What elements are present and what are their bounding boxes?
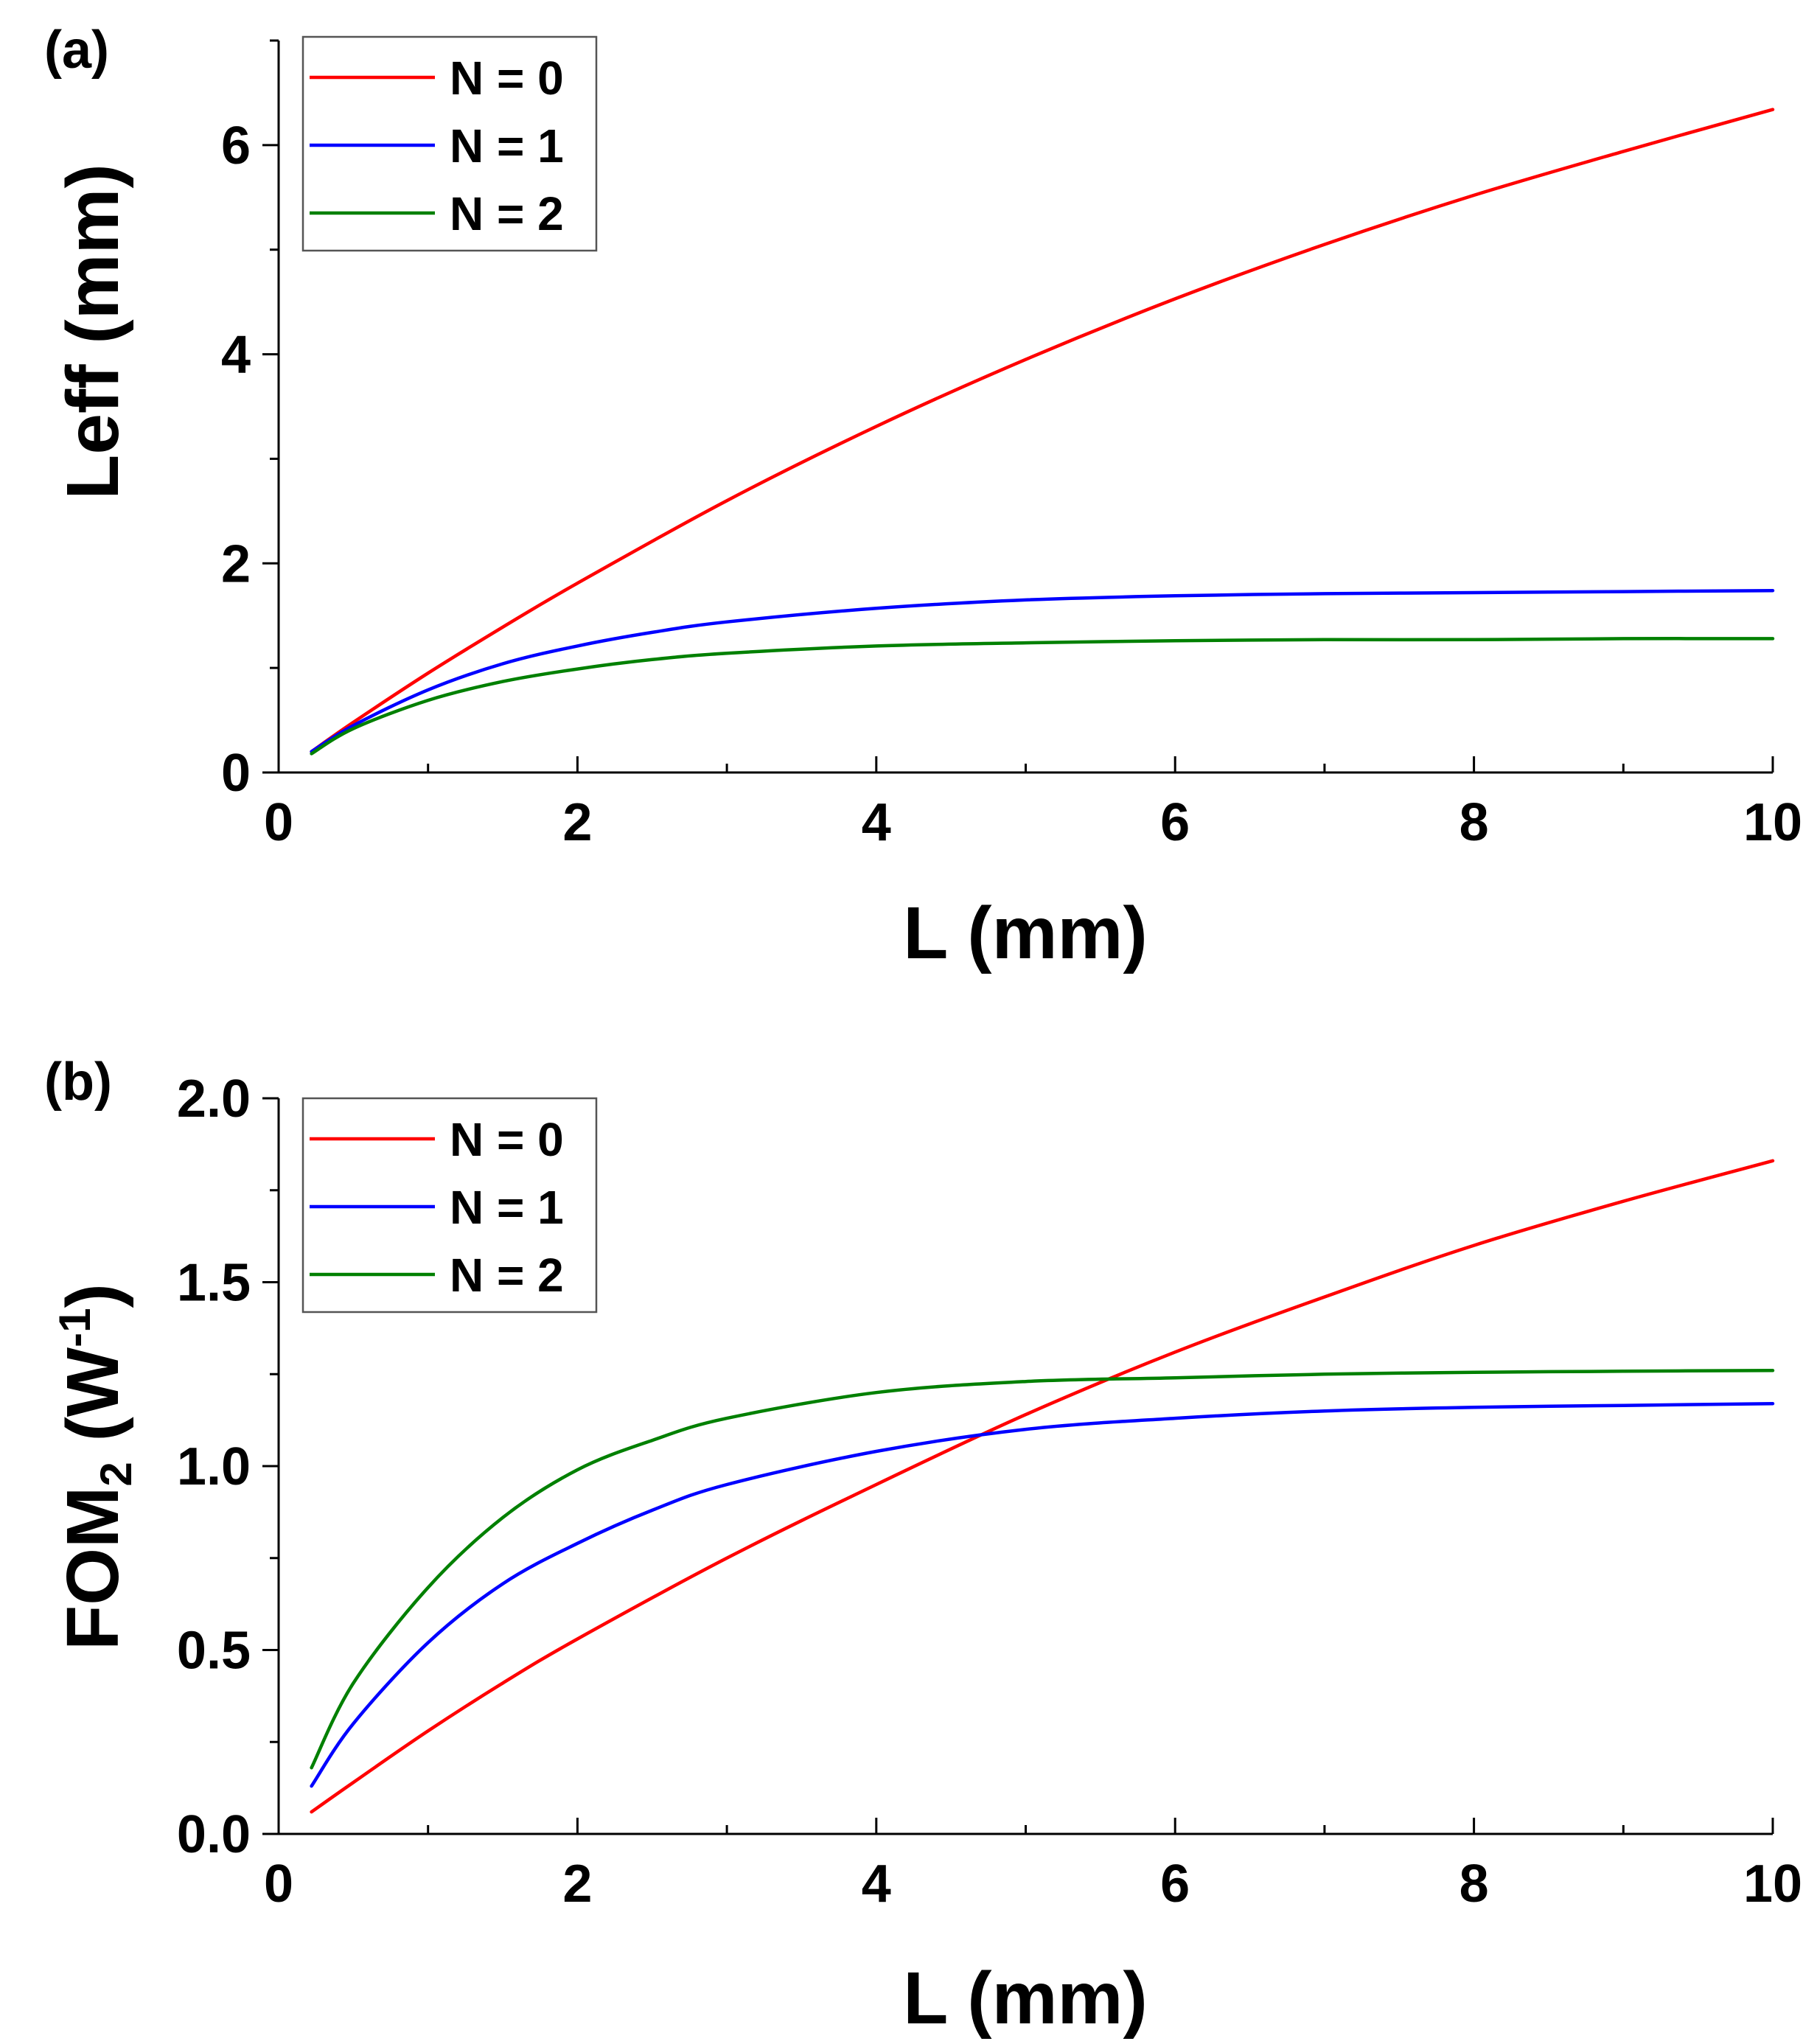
panel-a-x-tick-label: 2 — [562, 793, 592, 852]
panel-b-y-tick-label: 0.0 — [177, 1805, 251, 1864]
panel-b-y-title-sub: 2 — [91, 1462, 141, 1486]
panel-a-y-ticks: 0 2 4 6 — [221, 39, 279, 803]
panel-b-legend-label-n2: N = 2 — [450, 1249, 564, 1302]
panel-b-x-axis-title: L (mm) — [903, 1957, 1148, 2040]
panel-a-legend-label-n1: N = 1 — [450, 119, 564, 172]
panel-b-series-line-n1 — [310, 1401, 1775, 1788]
panel-a-series-line-n0 — [310, 108, 1775, 753]
panel-a-x-tick-label: 6 — [1160, 793, 1190, 852]
panel-b-y-ticks: 0.0 0.5 1.0 1.5 2.0 — [177, 1070, 279, 1864]
panel-b-series — [310, 1159, 1775, 1814]
panel-a-legend-label-n0: N = 0 — [450, 52, 564, 105]
panel-b-x-tick-label: 6 — [1160, 1855, 1190, 1914]
panel-a-legend-label-n2: N = 2 — [450, 187, 564, 240]
panel-a-x-ticks: 0 2 4 6 8 10 — [264, 756, 1802, 852]
panel-a-label: (a) — [44, 21, 109, 80]
panel-a-y-tick-label: 0 — [221, 744, 251, 803]
panel-b-y-tick-label: 2.0 — [177, 1070, 251, 1129]
panel-a-series-line-n1 — [310, 588, 1775, 753]
panel-b-series-line-n2 — [310, 1369, 1775, 1770]
panel-b-x-tick-label: 10 — [1743, 1855, 1802, 1914]
panel-a-x-axis-title: L (mm) — [903, 892, 1148, 974]
panel-a-x-tick-label: 4 — [862, 793, 891, 852]
panel-a-x-tick-label: 10 — [1743, 793, 1802, 852]
panel-b: (b) 0 2 4 6 8 10 0.0 0.5 1.0 1.5 2.0 L (mm) FOM2 … — [44, 1053, 1802, 2040]
panel-a-y-tick-label: 2 — [221, 534, 251, 593]
panel-b-x-ticks: 0 2 4 6 8 10 — [264, 1818, 1802, 1914]
panel-b-label: (b) — [44, 1053, 112, 1112]
panel-b-series-line-n0 — [310, 1159, 1775, 1814]
panel-b-y-title-main: FOM — [52, 1487, 134, 1650]
panel-b-x-tick-label: 2 — [562, 1855, 592, 1914]
panel-b-x-tick-label: 8 — [1459, 1855, 1489, 1914]
panel-b-y-axis-title: FOM2 (W-1) — [50, 1283, 141, 1650]
panel-a-x-tick-label: 0 — [264, 793, 293, 852]
panel-a-legend: N = 0 N = 1 N = 2 — [301, 35, 598, 252]
panel-a-y-axis-title: Leff (mm) — [52, 164, 134, 500]
panel-b-y-title-close: ) — [52, 1283, 134, 1308]
panel-b-y-tick-label: 1.0 — [177, 1437, 251, 1496]
panel-b-y-title-sup: -1 — [50, 1308, 100, 1347]
panel-b-y-tick-label: 0.5 — [177, 1622, 251, 1681]
panel-b-legend: N = 0 N = 1 N = 2 — [301, 1097, 598, 1314]
panel-a-x-tick-label: 8 — [1459, 793, 1489, 852]
panel-a-y-tick-label: 4 — [221, 326, 251, 385]
panel-a-y-tick-label: 6 — [221, 116, 251, 175]
panel-a-series-line-n2 — [310, 637, 1775, 756]
panel-b-legend-label-n1: N = 1 — [450, 1181, 564, 1234]
panel-b-y-title-open: (W — [52, 1347, 134, 1462]
panel-a-series — [310, 108, 1775, 756]
panel-b-y-tick-label: 1.5 — [177, 1254, 251, 1313]
panel-b-legend-label-n0: N = 0 — [450, 1113, 564, 1166]
panel-b-x-tick-label: 0 — [264, 1855, 293, 1914]
panel-b-x-tick-label: 4 — [862, 1855, 891, 1914]
